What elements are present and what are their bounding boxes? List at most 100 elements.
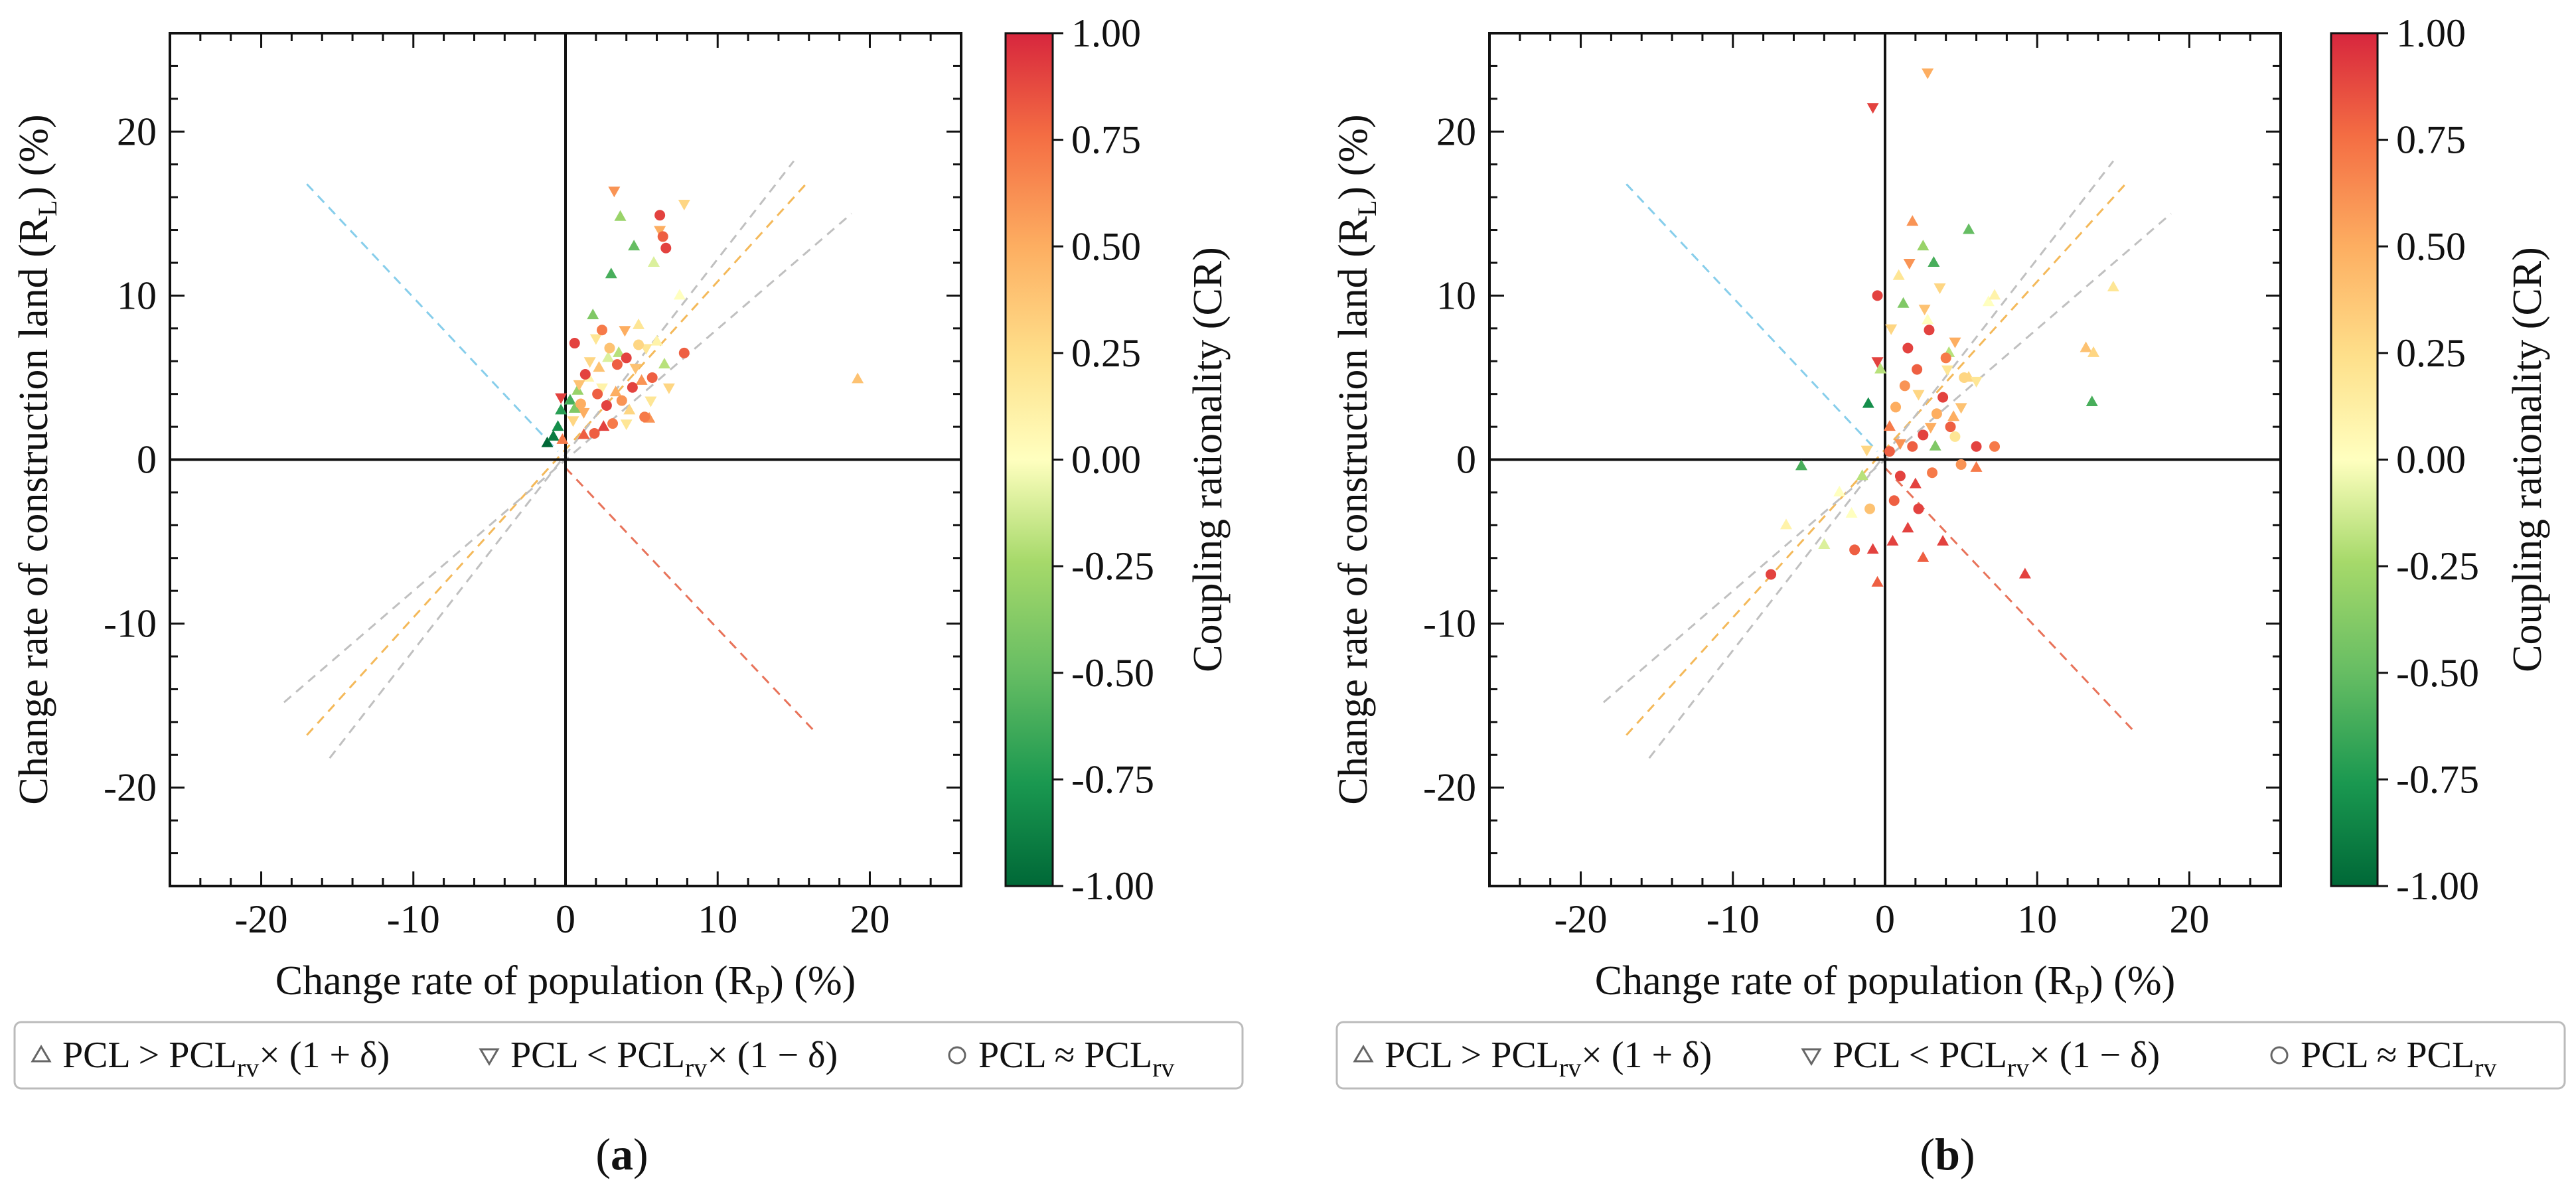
data-point-circle (1971, 441, 1982, 452)
data-point-triangle-down (644, 396, 657, 408)
data-point-triangle-up (852, 372, 864, 384)
colorbar-tick-label: -0.75 (2396, 757, 2479, 801)
data-point-triangle-down (608, 186, 621, 198)
x-tick-label: -10 (1706, 897, 1760, 941)
x-tick-label: 10 (2017, 897, 2057, 941)
data-point-circle (575, 398, 586, 409)
colorbar-tick-label: -0.50 (1071, 651, 1154, 695)
reference-line (1626, 183, 1878, 453)
data-point-triangle-up (623, 404, 636, 415)
colorbar-label: Coupling rationality (CR) (1185, 247, 1231, 672)
data-point-circle (1959, 372, 1970, 383)
data-point-triangle-up (1937, 535, 1949, 546)
data-point-triangle-down (1903, 258, 1916, 269)
data-point-circle (1872, 290, 1883, 301)
data-point-circle (639, 411, 650, 423)
data-point-triangle-up (1922, 313, 1934, 325)
data-point-circle (678, 347, 690, 358)
data-point-circle (633, 339, 644, 350)
data-point-circle (1864, 503, 1876, 514)
data-point-triangle-down (1912, 390, 1925, 401)
reference-line (1648, 160, 2115, 759)
data-point-circle (607, 418, 619, 429)
reference-line (283, 212, 852, 704)
colorbar-tick-label: 0.50 (1071, 224, 1141, 268)
data-point-triangle-down (1933, 283, 1946, 295)
data-point-triangle-up (1947, 410, 1960, 421)
legend-box (13, 1021, 1244, 1090)
data-point-circle (1927, 467, 1938, 479)
data-point-triangle-up (614, 210, 627, 221)
x-tick-label: -20 (235, 897, 288, 941)
y-axis-label: Change rate of construction land (RL) (%… (1331, 114, 1382, 804)
data-point-triangle-up (602, 351, 615, 362)
legend-item-label: PCL > PCLrv× (1 + δ) (62, 1035, 390, 1082)
reference-line (564, 467, 818, 735)
data-point-circle (1945, 421, 1956, 433)
data-point-triangle-up (564, 394, 576, 405)
data-point-triangle-up (2087, 346, 2100, 357)
data-point-circle (604, 342, 615, 354)
colorbar-tick-label: 0.25 (2396, 331, 2466, 375)
data-point-circle (601, 400, 612, 411)
data-point-triangle-up (577, 428, 590, 439)
data-point-circle (1918, 429, 1929, 441)
data-point-triangle-down (629, 364, 642, 375)
data-point-triangle-down (654, 226, 666, 237)
data-point-triangle-down (619, 326, 631, 337)
reference-line (329, 160, 795, 759)
data-point-triangle-up (2085, 396, 2098, 407)
data-point-circle (1907, 441, 1918, 452)
panel-label: (a) (595, 1129, 648, 1179)
colorbar-tick-label: -1.00 (2396, 864, 2479, 908)
data-point-triangle-up (1845, 507, 1858, 518)
y-tick-label: 20 (1436, 110, 1476, 153)
data-point-triangle-up (1909, 477, 1922, 488)
data-point-triangle-up (1886, 535, 1899, 546)
data-point-triangle-up (609, 386, 622, 397)
data-point-circle (657, 231, 668, 242)
data-point-circle (616, 395, 627, 406)
x-tick-label: 10 (698, 897, 737, 941)
data-point-triangle-down (678, 200, 690, 210)
y-tick-label: 0 (137, 438, 157, 482)
data-point-triangle-up (541, 436, 554, 447)
data-point-triangle-up (1929, 439, 1941, 451)
panel-label: (b) (1920, 1129, 1975, 1179)
data-point-triangle-up (1906, 215, 1919, 226)
data-point-triangle-up (2080, 341, 2092, 352)
legend-circle-icon (2270, 1046, 2289, 1065)
data-point-triangle-up (1917, 240, 1930, 251)
data-point-triangle-up (1989, 289, 2001, 300)
data-point-triangle-down (573, 380, 585, 391)
data-point-triangle-up (650, 335, 663, 346)
data-point-triangle-down (1955, 403, 1967, 414)
colorbar-tick-label: -0.25 (1071, 544, 1154, 588)
data-point-circle (654, 210, 666, 221)
data-point-triangle-up (587, 309, 599, 320)
data-point-circle (1894, 471, 1906, 482)
legend-item-label: PCL ≈ PCLrv (2301, 1035, 2496, 1082)
colorbar-tick-label: -0.50 (2396, 651, 2479, 695)
data-point-triangle-up (547, 429, 560, 441)
data-point-triangle-up (1892, 269, 1905, 280)
x-axis-label: Change rate of population (RP) (%) (275, 958, 856, 1009)
data-point-triangle-up (571, 384, 584, 395)
data-point-triangle-down (1941, 365, 1953, 376)
data-point-triangle-down (662, 383, 675, 394)
data-point-triangle-up (593, 361, 605, 372)
y-tick-label: -10 (1423, 602, 1476, 646)
data-point-triangle-up (552, 420, 564, 431)
legend-item-label: PCL ≈ PCLrv (978, 1035, 1174, 1082)
data-point-triangle-down (1860, 445, 1873, 457)
data-point-circle (1902, 342, 1914, 354)
colorbar-tick-label: -1.00 (1071, 864, 1154, 908)
colorbar-tick-label: 0.50 (2396, 224, 2466, 268)
data-point-circle (621, 352, 632, 364)
data-point-triangle-down (1885, 324, 1898, 335)
data-point-circle (1899, 380, 1910, 392)
panel-a: -20 -10 0 10 20 -20 -10 0 10 20 Change rate of pop… (11, 11, 1244, 1179)
legend-item-label: PCL < PCLrv× (1 − δ) (1833, 1035, 2160, 1082)
data-point-triangle-down (555, 393, 568, 404)
